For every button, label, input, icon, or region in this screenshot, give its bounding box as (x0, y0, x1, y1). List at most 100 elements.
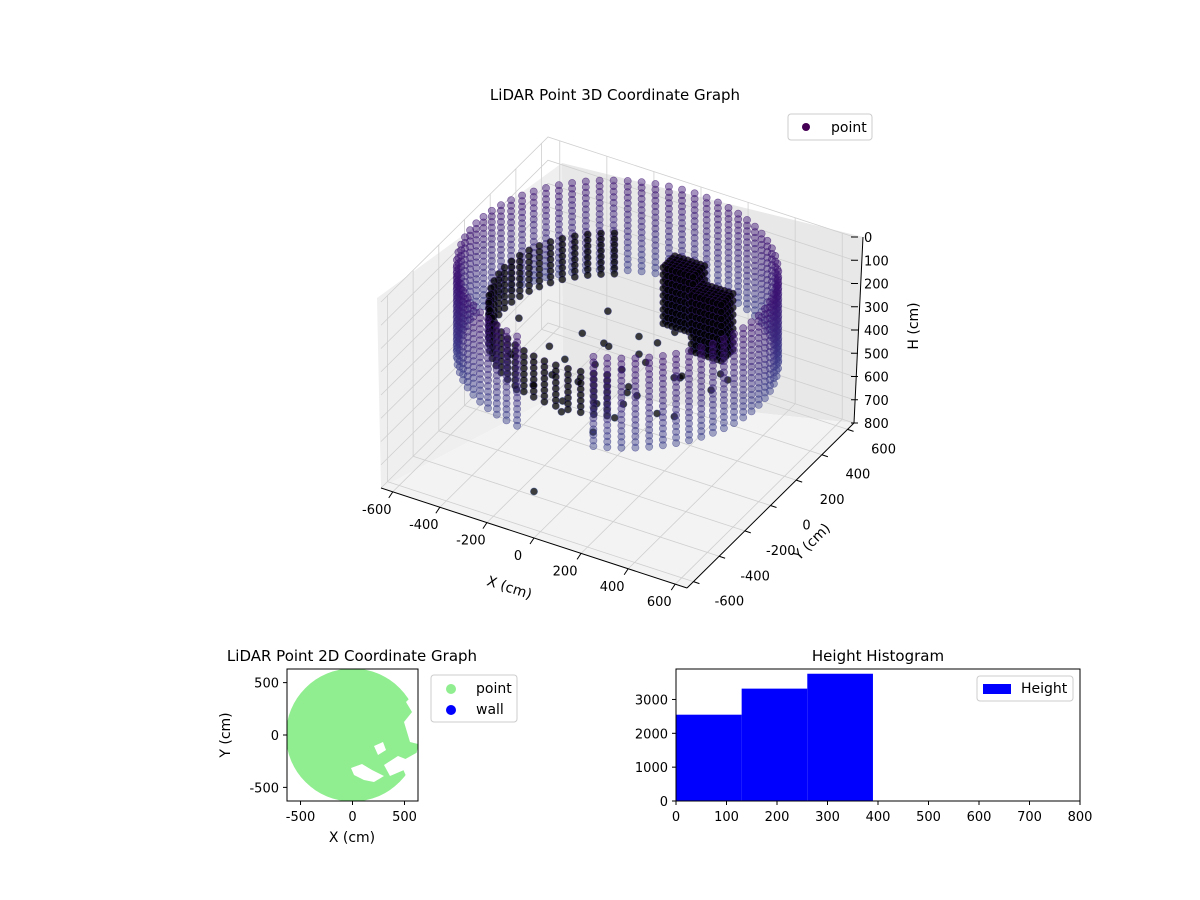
legend-2d-wall-label: wall (476, 702, 504, 718)
z-tick-label-3d: 700 (864, 394, 889, 409)
data-point-3d (685, 369, 693, 378)
data-point-3d (529, 237, 538, 246)
data-point-3d (529, 232, 538, 240)
data-point-3d (730, 352, 738, 360)
data-point-3d (672, 439, 680, 447)
data-point-3d (609, 198, 618, 207)
data-point-3d (513, 405, 521, 413)
data-point-3d (513, 399, 521, 408)
data-point-3d (513, 421, 521, 430)
data-point-3d (555, 181, 563, 190)
data-point-3d (770, 290, 778, 299)
data-point-3d (609, 187, 618, 196)
data-point-3d (690, 250, 699, 259)
data-point-3d (645, 364, 654, 373)
data-point-3d (529, 209, 538, 218)
data-point-3d (472, 286, 481, 295)
data-point-3d (697, 427, 706, 436)
data-point-3d (763, 242, 772, 251)
data-point-3d (730, 385, 738, 394)
data-point-3d (502, 377, 511, 386)
data-point-3d (714, 226, 722, 235)
data-point-3d (476, 392, 484, 400)
data-point-3d (685, 425, 693, 433)
legend-2d-point-marker (446, 684, 456, 694)
data-point-3d (469, 334, 478, 343)
data-point-3d (497, 257, 505, 265)
data-point-3d (617, 399, 626, 408)
data-point-3d (595, 176, 604, 185)
data-point-3d (734, 265, 743, 274)
data-point-3d (623, 193, 632, 202)
data-point-3d (497, 223, 505, 232)
data-point-3d (645, 403, 654, 412)
data-point-3d (672, 388, 680, 397)
data-point-3d (484, 370, 492, 379)
data-point-3d (709, 395, 717, 404)
data-point-3d (651, 191, 660, 200)
data-point-3d (507, 196, 515, 204)
x-tick-label-3d: 400 (600, 580, 625, 595)
data-point-3d (469, 307, 478, 315)
data-point-3d (720, 357, 728, 366)
data-point-3d (751, 272, 759, 281)
data-point-3d (672, 394, 680, 403)
legend-3d-frame (787, 113, 873, 141)
data-point-3d (513, 377, 521, 385)
data-point-3d (515, 292, 524, 301)
data-point-3d (743, 282, 751, 291)
data-point-3d (513, 354, 521, 363)
histogram-y-tick-label: 1000 (635, 761, 668, 776)
data-point-3d (730, 341, 738, 349)
data-point-3d (734, 237, 743, 246)
data-point-3d (739, 335, 748, 344)
data-point-3d (714, 232, 722, 240)
data-point-3d (631, 438, 640, 446)
data-point-3d (709, 389, 717, 398)
data-point-3d (469, 323, 478, 332)
data-point-3d (720, 334, 728, 343)
data-point-3d (603, 432, 612, 440)
data-point-3d (555, 214, 563, 223)
data-point-3d (492, 354, 501, 363)
data-point-3d (659, 363, 667, 371)
data-point-3d (623, 216, 632, 224)
histogram-x-tick-label: 700 (1017, 810, 1042, 825)
data-point-3d (659, 368, 667, 377)
data-point-3d (651, 247, 660, 255)
data-point-3d (631, 387, 640, 396)
data-point-3d (463, 338, 472, 347)
data-point-3d (518, 230, 526, 239)
data-point-3d (589, 375, 598, 384)
data-point-3d (714, 265, 722, 274)
data-point-3d (714, 259, 722, 268)
data-point-3d (507, 201, 515, 210)
data-point-3d (720, 407, 728, 416)
data-point-3d (492, 349, 501, 358)
data-point-3d (690, 200, 699, 209)
data-point-3d (672, 361, 680, 369)
data-point-3d (697, 360, 706, 369)
data-point-3d (709, 428, 717, 437)
data-point-3d (774, 267, 783, 276)
data-point-3d (720, 424, 728, 433)
data-point-3d (535, 282, 544, 291)
data-point-3d (659, 391, 667, 399)
data-point-3d (623, 238, 632, 247)
data-point-3d (581, 177, 590, 186)
data-point-3d (709, 350, 717, 359)
data-point-3d (659, 352, 667, 360)
histogram-bars (676, 673, 873, 801)
histogram-x-tick-label: 400 (866, 810, 891, 825)
legend-histogram-frame (976, 675, 1074, 702)
data-point-3d (497, 234, 505, 243)
data-point-3d (623, 227, 632, 236)
data-point-3d (487, 206, 496, 215)
data-point-3d (502, 399, 511, 408)
data-point-3d (665, 243, 673, 252)
data-point-3d (463, 366, 472, 375)
data-point-3d (469, 329, 478, 338)
y-tick-label-3d: -200 (766, 544, 796, 559)
grid-line-z (380, 183, 855, 349)
data-point-3d (484, 382, 492, 390)
